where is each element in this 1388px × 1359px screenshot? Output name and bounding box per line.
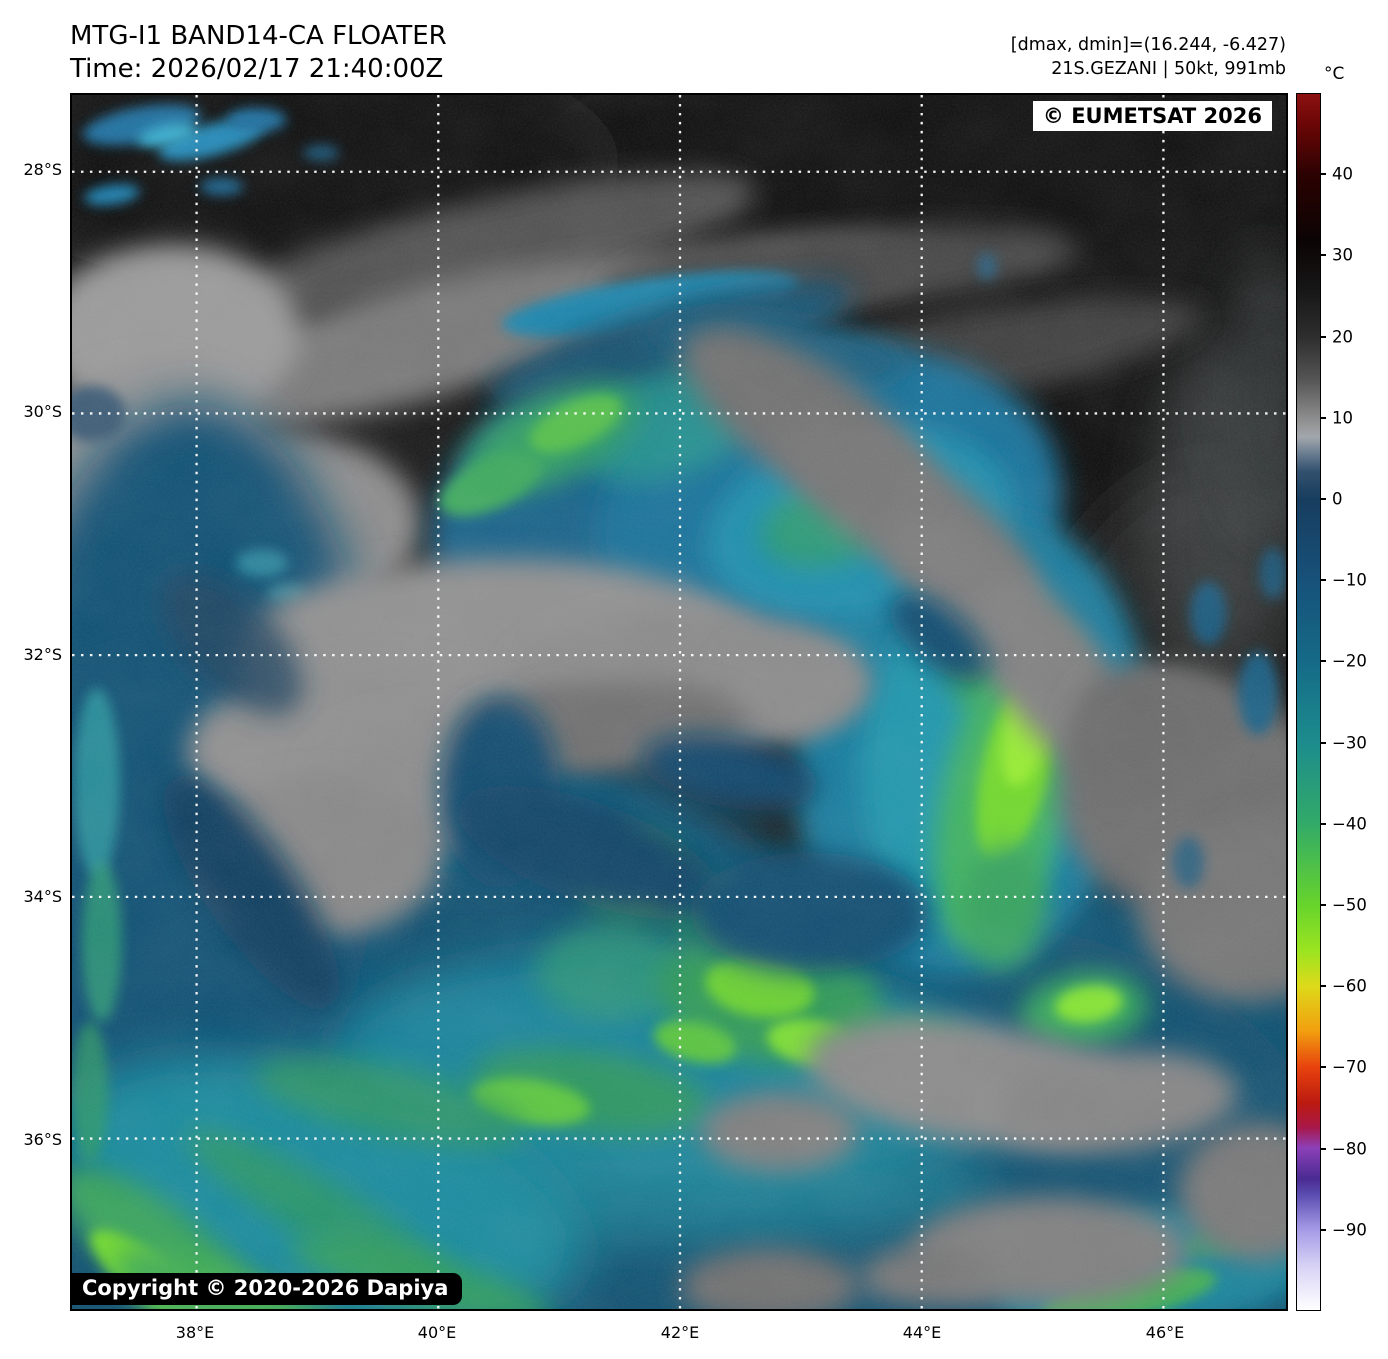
colorbar-tick-labels: 40 30 20 10 0 −10 −20 −30 −40 −50 −60 −7… <box>1332 93 1384 1311</box>
cbar-tick-40: 40 <box>1332 164 1353 184</box>
copyright-badge: Copyright © 2020-2026 Dapiya <box>72 1273 463 1305</box>
satellite-image <box>72 95 1286 1309</box>
lon-tick-40e: 40°E <box>417 1323 457 1342</box>
dmax-dmin-readout: [dmax, dmin]=(16.244, -6.427) <box>1010 35 1286 55</box>
cbar-tick-m60: −60 <box>1332 976 1367 996</box>
cbar-tick-m10: −10 <box>1332 570 1367 590</box>
lat-tick-28s: 28°S <box>23 160 62 179</box>
cbar-tick-m20: −20 <box>1332 651 1367 671</box>
figure-title-block: MTG-I1 BAND14-CA FLOATER Time: 2026/02/1… <box>70 20 447 86</box>
cbar-tick-m40: −40 <box>1332 814 1367 834</box>
lat-tick-32s: 32°S <box>23 645 62 664</box>
timestamp: Time: 2026/02/17 21:40:00Z <box>70 54 444 84</box>
colorbar-tickmarks <box>1321 93 1327 1311</box>
lat-tick-30s: 30°S <box>23 402 62 421</box>
cbar-tick-m50: −50 <box>1332 895 1367 915</box>
cbar-tick-0: 0 <box>1332 489 1343 509</box>
cbar-tick-30: 30 <box>1332 245 1353 265</box>
lat-tick-36s: 36°S <box>23 1130 62 1149</box>
lat-tick-34s: 34°S <box>23 887 62 906</box>
cbar-tick-10: 10 <box>1332 408 1353 428</box>
satellite-map-canvas: © EUMETSAT 2026 Copyright © 2020-2026 Da… <box>70 93 1288 1311</box>
cbar-tick-20: 20 <box>1332 327 1353 347</box>
storm-status-readout: 21S.GEZANI | 50kt, 991mb <box>1051 59 1286 79</box>
lon-tick-44e: 44°E <box>902 1323 942 1342</box>
lon-tick-42e: 42°E <box>660 1323 700 1342</box>
cbar-tick-m80: −80 <box>1332 1139 1367 1159</box>
cbar-tick-m70: −70 <box>1332 1057 1367 1077</box>
figure-info-block: [dmax, dmin]=(16.244, -6.427) 21S.GEZANI… <box>1011 33 1286 81</box>
temperature-colorbar <box>1296 93 1321 1311</box>
cbar-tick-m90: −90 <box>1332 1220 1367 1240</box>
page-title: MTG-I1 BAND14-CA FLOATER <box>70 21 447 51</box>
colorbar-unit-label: °C <box>1324 64 1345 84</box>
lon-tick-46e: 46°E <box>1145 1323 1185 1342</box>
cbar-tick-m30: −30 <box>1332 733 1367 753</box>
eumetsat-watermark: © EUMETSAT 2026 <box>1032 101 1272 131</box>
lon-tick-38e: 38°E <box>175 1323 215 1342</box>
